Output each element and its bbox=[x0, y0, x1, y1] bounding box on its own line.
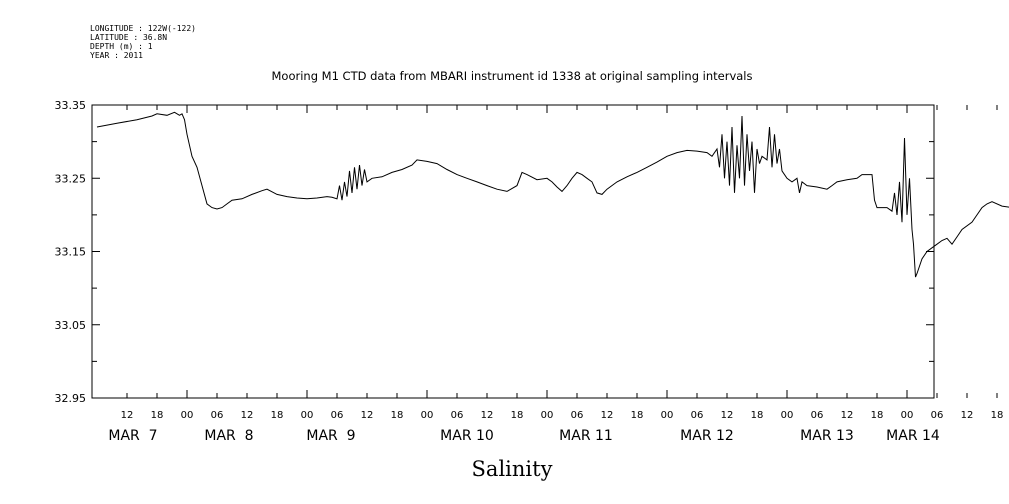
y-tick-label: 33.35 bbox=[55, 99, 87, 112]
salinity-series-line bbox=[96, 111, 1009, 278]
x-day-label: MAR 12 bbox=[680, 428, 734, 444]
x-hour-label: 12 bbox=[721, 410, 734, 421]
x-hour-label: 06 bbox=[811, 410, 824, 421]
y-tick-label: 33.15 bbox=[55, 246, 87, 259]
x-hour-label: 18 bbox=[991, 410, 1004, 421]
x-axis-label: Salinity bbox=[472, 457, 553, 481]
x-hour-label: 06 bbox=[931, 410, 944, 421]
series-layer bbox=[96, 111, 1009, 278]
x-hour-label: 00 bbox=[541, 410, 554, 421]
meta-latitude: LATITUDE : 36.8N bbox=[90, 33, 167, 42]
metadata-block: LONGITUDE : 122W(-122) LATITUDE : 36.8N … bbox=[90, 24, 196, 60]
x-day-label: MAR 8 bbox=[204, 428, 253, 444]
x-hour-label: 06 bbox=[211, 410, 224, 421]
x-hour-label: 00 bbox=[781, 410, 794, 421]
x-hour-label: 12 bbox=[841, 410, 854, 421]
meta-year: YEAR : 2011 bbox=[90, 51, 143, 60]
x-hour-label: 18 bbox=[511, 410, 524, 421]
y-tick-label: 33.05 bbox=[55, 319, 87, 332]
x-hour-label: 18 bbox=[751, 410, 764, 421]
x-hour-label: 18 bbox=[871, 410, 884, 421]
x-hour-label: 12 bbox=[361, 410, 374, 421]
x-day-label: MAR 9 bbox=[306, 428, 355, 444]
x-hour-label: 12 bbox=[241, 410, 254, 421]
x-hour-label: 00 bbox=[901, 410, 914, 421]
x-hour-label: 12 bbox=[601, 410, 614, 421]
x-hour-label: 18 bbox=[631, 410, 644, 421]
x-day-label: MAR 10 bbox=[440, 428, 494, 444]
x-day-label: MAR 7 bbox=[108, 428, 157, 444]
x-hour-label: 06 bbox=[571, 410, 584, 421]
x-hour-label: 18 bbox=[271, 410, 284, 421]
axes: 33.35 33.25 33.15 33.05 32.95 12 18 00 06 12 18 00 0… bbox=[55, 99, 1004, 444]
y-tick-label: 33.25 bbox=[55, 172, 87, 185]
x-day-label: MAR 13 bbox=[800, 428, 854, 444]
plot-frame bbox=[91, 104, 935, 399]
x-hour-label: 06 bbox=[331, 410, 344, 421]
x-hour-label: 12 bbox=[481, 410, 494, 421]
x-hour-label: 12 bbox=[961, 410, 974, 421]
x-hour-label: 06 bbox=[451, 410, 464, 421]
y-tick-label: 32.95 bbox=[55, 392, 87, 405]
x-hour-label: 00 bbox=[661, 410, 674, 421]
x-hour-label: 18 bbox=[151, 410, 164, 421]
x-hour-label: 12 bbox=[121, 410, 134, 421]
x-hour-label: 18 bbox=[391, 410, 404, 421]
x-hour-label: 06 bbox=[691, 410, 704, 421]
chart-title: Mooring M1 CTD data from MBARI instrumen… bbox=[272, 69, 753, 83]
x-hour-label: 00 bbox=[421, 410, 434, 421]
x-hour-label: 00 bbox=[181, 410, 194, 421]
x-hour-label: 00 bbox=[301, 410, 314, 421]
meta-depth: DEPTH (m) : 1 bbox=[90, 42, 153, 51]
x-day-label: MAR 14 bbox=[886, 428, 940, 444]
meta-longitude: LONGITUDE : 122W(-122) bbox=[90, 24, 196, 33]
x-day-label: MAR 11 bbox=[559, 428, 613, 444]
